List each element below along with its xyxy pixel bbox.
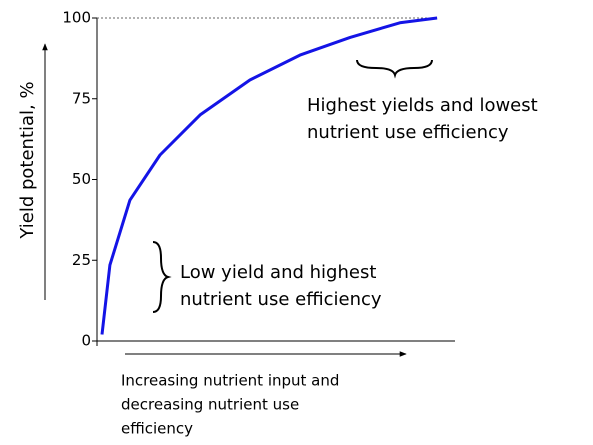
annotation: nutrient use efficiency (180, 289, 382, 310)
y-tick-label: 50 (72, 170, 91, 188)
annotation: Low yield and highest (180, 262, 376, 283)
y-tick-label: 25 (72, 251, 91, 269)
curve (100, 16, 438, 335)
y-axis-label: Yield potential, % (17, 81, 38, 239)
brace (356, 59, 433, 79)
y-tick-label: 0 (81, 332, 91, 350)
y-tick-label: 100 (62, 9, 91, 27)
annotation: nutrient use efficiency (307, 122, 509, 143)
x-axis-label: decreasing nutrient use (121, 396, 299, 414)
x-axis-label: efficiency (121, 420, 193, 438)
x-axis-label: Increasing nutrient input and (121, 372, 339, 390)
y-tick-label: 75 (72, 89, 91, 107)
annotation: Highest yields and lowest (307, 95, 538, 116)
brace (152, 241, 172, 313)
